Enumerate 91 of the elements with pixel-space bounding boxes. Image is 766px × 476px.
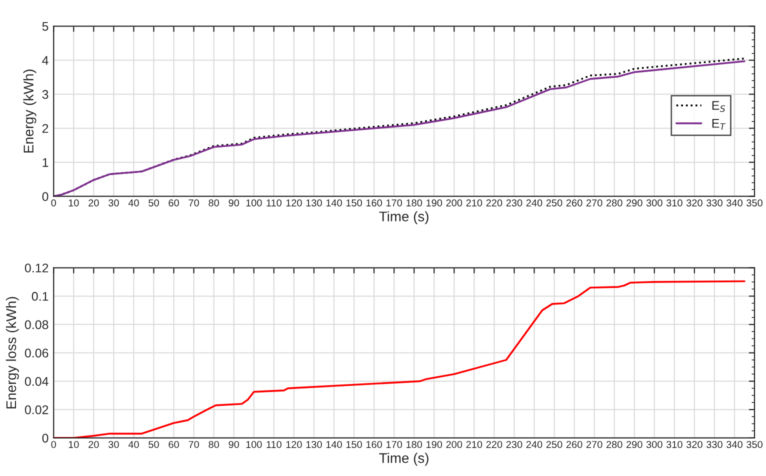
x-tick-label: 300 bbox=[646, 440, 662, 448]
x-tick-label: 170 bbox=[386, 440, 402, 448]
y-tick-label: 3 bbox=[42, 90, 48, 99]
x-tick-label: 90 bbox=[228, 199, 240, 206]
x-tick-label: 110 bbox=[266, 440, 282, 448]
x-tick-label: 270 bbox=[586, 440, 602, 448]
x-tick-label: 160 bbox=[366, 440, 382, 448]
x-tick-label: 280 bbox=[606, 199, 622, 206]
x-tick-label: 340 bbox=[726, 199, 742, 206]
x-tick-label: 320 bbox=[686, 199, 702, 206]
x-tick-label: 180 bbox=[406, 199, 422, 206]
x-tick-label: 350 bbox=[746, 199, 762, 206]
x-tick-label: 170 bbox=[386, 199, 402, 206]
x-tick-label: 230 bbox=[506, 440, 522, 448]
legend-label: E$_{T}$ bbox=[712, 119, 726, 130]
x-tick-label: 150 bbox=[346, 440, 362, 448]
x-tick-label: 230 bbox=[506, 199, 522, 206]
x-tick-label: 60 bbox=[168, 440, 179, 448]
x-tick-label: 40 bbox=[128, 199, 139, 206]
x-tick-label: 20 bbox=[88, 199, 99, 206]
x-tick-label: 30 bbox=[108, 440, 119, 448]
x-tick-label: 30 bbox=[108, 199, 119, 206]
x-tick-label: 80 bbox=[208, 440, 219, 448]
y-tick-label: 0.08 bbox=[24, 320, 48, 330]
x-tick-label: 90 bbox=[228, 440, 240, 448]
x-tick-label: 70 bbox=[188, 199, 199, 206]
x-tick-label: 10 bbox=[68, 199, 79, 206]
x-tick-label: 320 bbox=[686, 440, 702, 448]
x-tick-label: 140 bbox=[326, 199, 342, 206]
x-tick-label: 260 bbox=[566, 440, 582, 448]
y-tick-label: 1 bbox=[42, 158, 48, 167]
y-tick-label: 0.02 bbox=[24, 405, 48, 414]
x-tick-label: 160 bbox=[366, 199, 382, 206]
x-tick-label: 190 bbox=[426, 199, 442, 206]
x-tick-label: 240 bbox=[526, 199, 542, 206]
y-tick-label: 0.1 bbox=[32, 292, 48, 301]
x-axis-title: Time (s) bbox=[379, 211, 428, 224]
x-tick-label: 150 bbox=[346, 199, 362, 206]
x-tick-label: 0 bbox=[51, 199, 56, 206]
y-tick-label: 0.12 bbox=[24, 264, 48, 272]
line-series bbox=[54, 280, 746, 438]
x-tick-label: 120 bbox=[286, 440, 302, 448]
y-tick-label: 2 bbox=[42, 124, 48, 133]
x-tick-label: 220 bbox=[486, 199, 502, 206]
x-tick-label: 250 bbox=[546, 440, 562, 448]
x-tick-label: 350 bbox=[746, 440, 762, 448]
x-tick-label: 180 bbox=[406, 440, 422, 448]
legend-label: E$_{S}$ bbox=[712, 101, 726, 112]
x-tick-label: 100 bbox=[246, 440, 262, 448]
x-tick-label: 130 bbox=[306, 199, 322, 206]
x-tick-label: 260 bbox=[566, 199, 582, 206]
x-axis-title: Time (s) bbox=[379, 452, 428, 466]
x-tick-label: 330 bbox=[706, 199, 722, 206]
y-tick-label: 5 bbox=[42, 22, 48, 31]
x-tick-label: 50 bbox=[148, 440, 159, 448]
x-tick-label: 290 bbox=[626, 440, 642, 448]
x-tick-label: 0 bbox=[51, 440, 56, 448]
x-tick-label: 110 bbox=[266, 199, 282, 206]
x-tick-label: 50 bbox=[148, 199, 159, 206]
x-tick-label: 310 bbox=[666, 199, 682, 206]
y-tick-label: 0.04 bbox=[24, 377, 48, 386]
x-tick-label: 280 bbox=[606, 440, 622, 448]
x-tick-label: 220 bbox=[486, 440, 502, 448]
x-tick-label: 330 bbox=[706, 440, 722, 448]
x-tick-label: 290 bbox=[626, 199, 642, 206]
x-tick-label: 70 bbox=[188, 440, 199, 448]
x-tick-label: 190 bbox=[426, 440, 442, 448]
x-tick-label: 80 bbox=[208, 199, 219, 206]
x-tick-label: 120 bbox=[286, 199, 302, 206]
x-tick-label: 10 bbox=[68, 440, 79, 448]
x-tick-label: 20 bbox=[88, 440, 99, 448]
y-tick-label: 0.06 bbox=[24, 348, 48, 358]
x-tick-label: 210 bbox=[466, 199, 482, 206]
x-tick-label: 300 bbox=[646, 199, 662, 206]
x-tick-label: 200 bbox=[446, 440, 462, 448]
x-tick-label: 200 bbox=[446, 199, 462, 206]
y-tick-label: 4 bbox=[42, 56, 48, 65]
x-tick-label: 130 bbox=[306, 440, 322, 448]
x-tick-label: 270 bbox=[586, 199, 602, 206]
x-tick-label: 250 bbox=[546, 199, 562, 206]
y-axis-title: Energy loss (kWh) bbox=[6, 296, 19, 408]
y-axis-title: Energy (kWh) bbox=[23, 70, 36, 153]
x-tick-label: 310 bbox=[666, 440, 682, 448]
x-tick-label: 40 bbox=[128, 440, 139, 448]
x-tick-label: 60 bbox=[168, 199, 179, 206]
x-tick-label: 240 bbox=[526, 440, 542, 448]
x-tick-label: 340 bbox=[726, 440, 742, 448]
x-tick-label: 210 bbox=[466, 440, 482, 448]
y-tick-label: 0 bbox=[42, 192, 48, 201]
x-tick-label: 140 bbox=[326, 440, 342, 448]
x-tick-label: 100 bbox=[246, 199, 262, 206]
